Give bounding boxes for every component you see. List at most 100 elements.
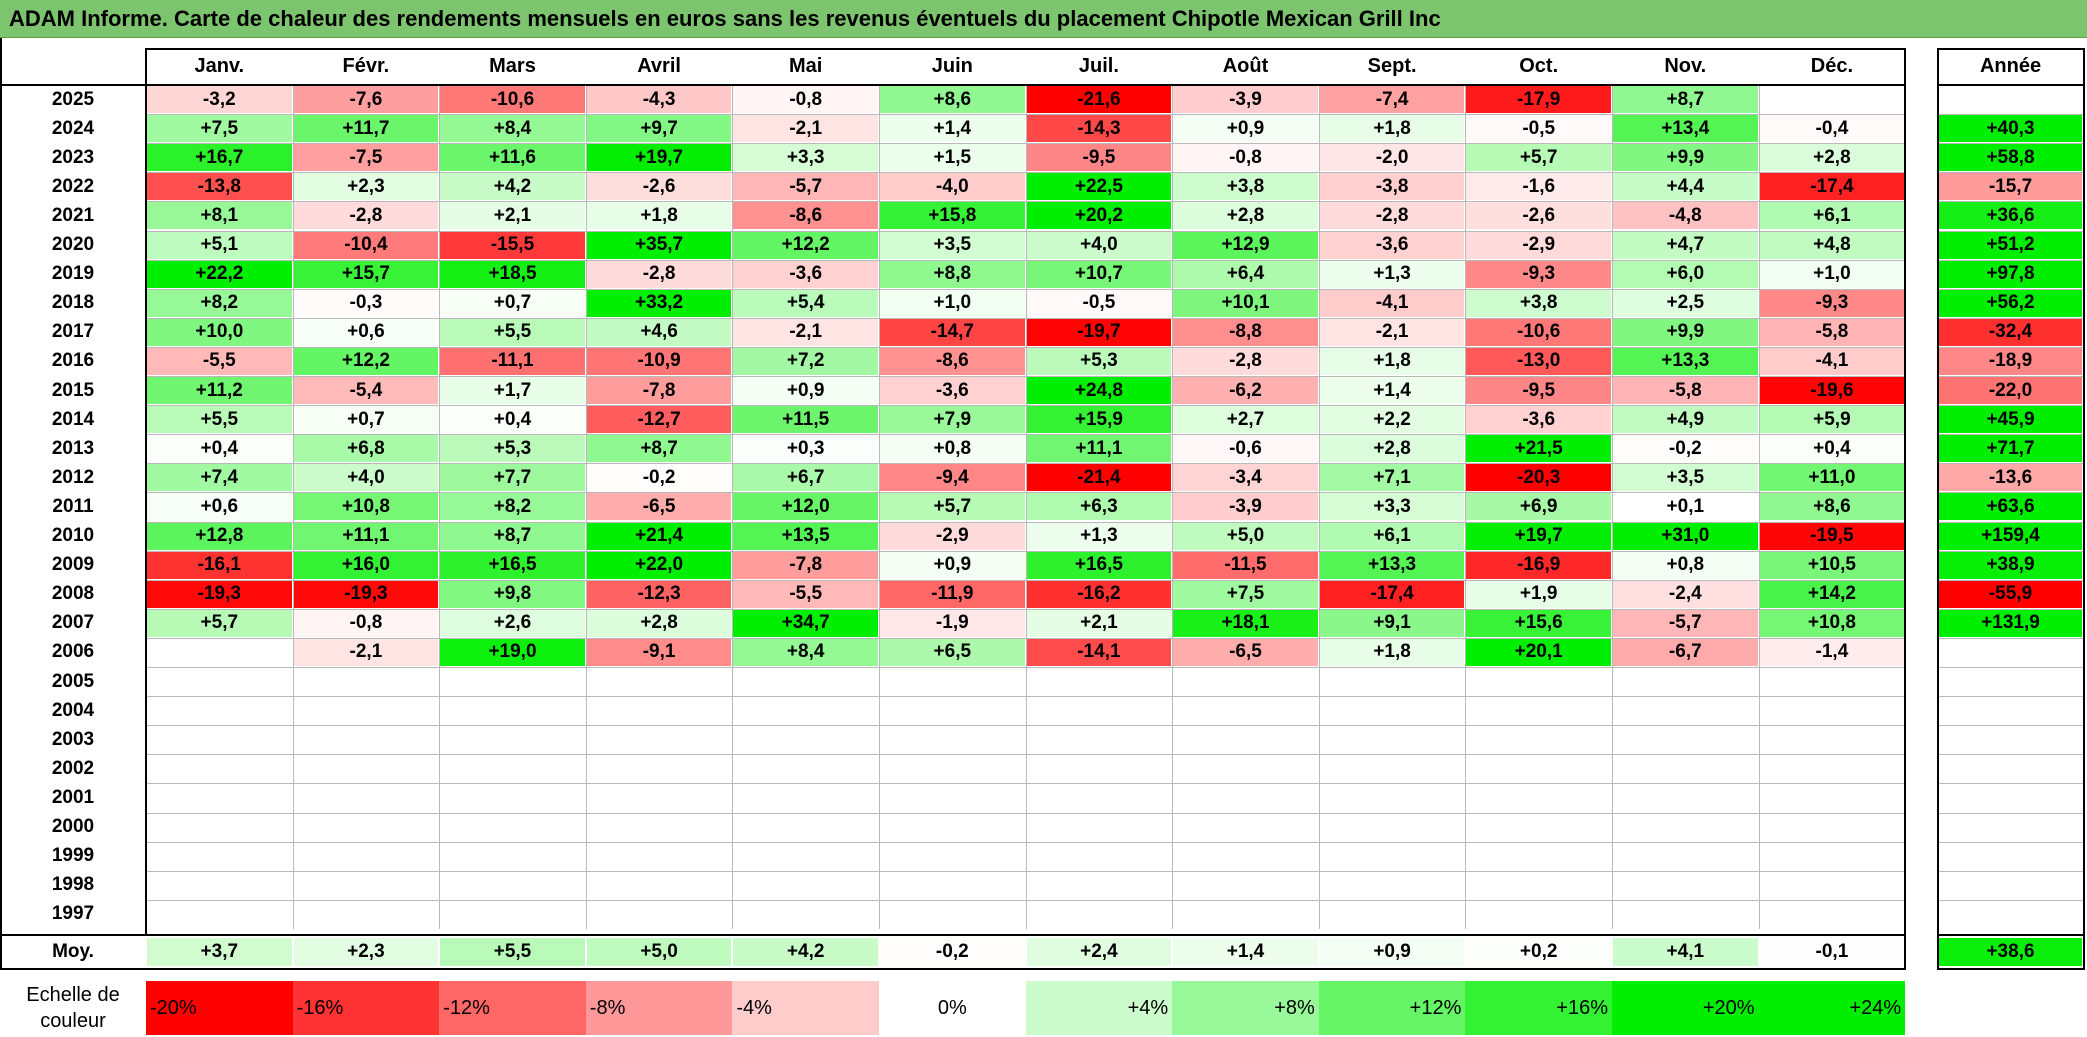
heatmap-cell xyxy=(147,842,292,870)
heatmap-cell: -6,5 xyxy=(1173,638,1318,666)
month-header: Avril xyxy=(637,54,681,77)
year-label: 2024 xyxy=(51,117,95,139)
legend-swatch: -4% xyxy=(732,981,879,1035)
year-label: 2006 xyxy=(51,641,95,663)
legend-swatch: -16% xyxy=(292,981,440,1035)
heatmap-cell: +6,1 xyxy=(1319,522,1465,550)
heatmap-cell: +15,7 xyxy=(293,260,439,288)
heatmap-cell: -16,1 xyxy=(147,551,292,579)
heatmap-cell: -13,8 xyxy=(147,173,292,201)
heatmap-cell xyxy=(1319,842,1465,870)
grid-line xyxy=(1938,376,2083,377)
heatmap-cell: +5,7 xyxy=(147,609,292,637)
heatmap-cell xyxy=(733,871,878,899)
heatmap-cell: +9,9 xyxy=(1613,144,1758,172)
annual-cell xyxy=(1939,813,2082,841)
annual-cell: +38,9 xyxy=(1939,551,2082,579)
heatmap-cell: -3,6 xyxy=(733,260,878,288)
month-header: Nov. xyxy=(1664,54,1707,77)
year-label: 2007 xyxy=(51,612,95,634)
heatmap-cell xyxy=(733,842,878,870)
annual-cell: +71,7 xyxy=(1939,435,2082,463)
heatmap-cell: +12,2 xyxy=(733,231,878,259)
heatmap-cell: +6,0 xyxy=(1613,260,1758,288)
heatmap-cell xyxy=(1173,784,1318,812)
heatmap-cell xyxy=(1613,668,1758,696)
heatmap-cell xyxy=(1466,784,1611,812)
heatmap-cell xyxy=(1759,755,1905,783)
heatmap-cell: -5,5 xyxy=(733,580,878,608)
heatmap-cell: +6,1 xyxy=(1759,202,1905,230)
grid-line xyxy=(292,85,294,929)
heatmap-cell: +11,7 xyxy=(293,115,439,143)
heatmap-cell xyxy=(880,726,1025,754)
heatmap-cell: -0,2 xyxy=(1613,435,1758,463)
heatmap-cell: +1,7 xyxy=(440,377,585,405)
chart-title: ADAM Informe. Carte de chaleur des rende… xyxy=(9,6,1441,31)
grid-line xyxy=(146,317,1906,319)
heatmap-cell: -7,4 xyxy=(1319,86,1465,114)
legend-swatch: -12% xyxy=(439,981,586,1035)
heatmap-cell: +10,5 xyxy=(1759,551,1905,579)
heatmap-cell: -14,7 xyxy=(880,318,1025,346)
grid-line xyxy=(1938,550,2083,552)
heatmap-cell: +7,7 xyxy=(440,464,585,492)
heatmap-cell: +13,3 xyxy=(1319,551,1465,579)
heatmap-cell xyxy=(1759,784,1905,812)
heatmap-cell: +0,3 xyxy=(733,435,878,463)
grid-line xyxy=(1938,667,2083,668)
grid-line xyxy=(146,550,1906,552)
heatmap-cell: +4,6 xyxy=(586,318,732,346)
heatmap-cell: -2,1 xyxy=(733,115,878,143)
grid-line xyxy=(146,201,1906,203)
heatmap-cell: -0,2 xyxy=(586,464,732,492)
average-label: Moy. xyxy=(52,941,94,962)
heatmap-cell: +4,7 xyxy=(1613,231,1758,259)
heatmap-cell: -5,4 xyxy=(293,377,439,405)
grid-line xyxy=(146,608,1906,610)
annual-cell xyxy=(1939,86,2082,114)
heatmap-cell xyxy=(586,697,732,725)
heatmap-cell xyxy=(586,784,732,812)
grid-line xyxy=(1612,85,1613,929)
grid-line xyxy=(146,812,1906,814)
heatmap-cell xyxy=(440,755,585,783)
heatmap-cell: -5,7 xyxy=(733,173,878,201)
legend-swatch: -8% xyxy=(585,981,733,1035)
heatmap-cell: -0,3 xyxy=(293,289,439,317)
grid-line xyxy=(146,521,1906,523)
heatmap-cell xyxy=(1466,668,1611,696)
heatmap-cell: +1,5 xyxy=(880,144,1025,172)
legend-swatch: +12% xyxy=(1318,981,1466,1035)
heatmap-cell xyxy=(293,668,439,696)
heatmap-cell xyxy=(1759,668,1905,696)
heatmap-cell: +11,5 xyxy=(733,406,878,434)
month-header: Déc. xyxy=(1810,54,1854,77)
heatmap-cell: -9,3 xyxy=(1759,289,1905,317)
annual-cell xyxy=(1939,726,2082,754)
heatmap-cell: +3,3 xyxy=(1319,493,1465,521)
year-label: 2012 xyxy=(51,466,95,488)
heatmap-cell: -0,5 xyxy=(1466,115,1611,143)
grid-line xyxy=(146,463,1906,465)
heatmap-cell: +9,1 xyxy=(1319,609,1465,637)
heatmap-cell: -9,3 xyxy=(1466,260,1611,288)
heatmap-cell: +0,6 xyxy=(147,493,292,521)
heatmap-cell: +0,1 xyxy=(1613,493,1758,521)
table-border xyxy=(2083,48,2085,970)
heatmap-cell: +3,8 xyxy=(1466,289,1611,317)
heatmap-cell: +4,9 xyxy=(1613,406,1758,434)
average-cell: +4,1 xyxy=(1613,938,1758,966)
heatmap-cell: +2,8 xyxy=(1759,144,1905,172)
heatmap-cell xyxy=(147,784,292,812)
grid-line xyxy=(146,841,1906,843)
legend-swatch: 0% xyxy=(879,981,1026,1035)
heatmap-cell: +6,3 xyxy=(1026,493,1172,521)
heatmap-cell xyxy=(1466,900,1611,928)
heatmap-cell: +6,5 xyxy=(880,638,1025,666)
heatmap-cell xyxy=(586,726,732,754)
heatmap-cell xyxy=(1466,697,1611,725)
heatmap-cell: +2,7 xyxy=(1173,406,1318,434)
heatmap-cell xyxy=(733,697,878,725)
heatmap-cell: +2,2 xyxy=(1319,406,1465,434)
